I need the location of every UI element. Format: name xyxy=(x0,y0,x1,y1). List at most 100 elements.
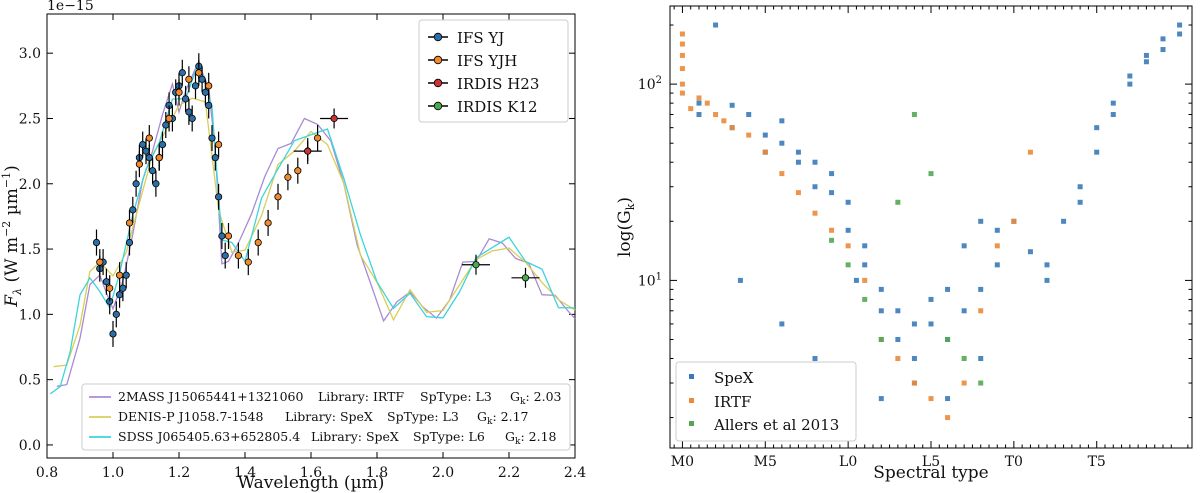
left-offset-text: 1e−15 xyxy=(47,0,94,14)
left-ytick-label: 1.0 xyxy=(19,307,41,323)
photometry-point xyxy=(129,206,137,214)
scatter-point xyxy=(911,356,917,362)
scatter-point xyxy=(994,227,1000,233)
scatter-point xyxy=(1110,100,1116,106)
right-legend: SpeX IRTF Allers et al 2013 xyxy=(675,361,857,442)
right-legend-box xyxy=(675,361,857,442)
photometry-point xyxy=(472,261,480,269)
scatter-point xyxy=(862,296,868,302)
scatter-point xyxy=(845,243,851,249)
left-xlabel: Wavelength (µm) xyxy=(238,473,385,493)
scatter-point xyxy=(895,336,901,342)
scatter-point xyxy=(795,149,801,155)
scatter-point xyxy=(945,415,951,421)
photometry-point xyxy=(158,140,167,149)
svg-text:Gk: 2.03: Gk: 2.03 xyxy=(510,389,562,407)
left-legend-bottom: 2MASS J15065441+1321060 Library: IRTF Sp… xyxy=(81,383,571,451)
scatter-point xyxy=(961,356,967,362)
scatter-point xyxy=(729,125,735,131)
left-ytick-label: 0.0 xyxy=(19,438,41,454)
legend-marker-ifs-yjh xyxy=(433,55,443,65)
scatter-point xyxy=(679,31,685,37)
legend-bottom-box xyxy=(81,383,571,451)
photometry-point xyxy=(149,167,157,175)
scatter-point xyxy=(1044,277,1050,283)
right-xlabel: Spectral type xyxy=(873,463,988,483)
photometry-point xyxy=(132,180,140,188)
photometry-point xyxy=(244,258,252,266)
scatter-point xyxy=(1044,262,1050,268)
legend-marker-allers xyxy=(689,421,694,426)
scatter-point xyxy=(746,112,752,118)
left-ylabel: Fλ (W m−2 µm−1) xyxy=(0,165,24,307)
scatter-point xyxy=(679,90,685,96)
photometry-point xyxy=(178,69,186,77)
scatter-point xyxy=(994,243,1000,249)
scatter-point xyxy=(945,396,951,402)
left-xtick-label: 0.8 xyxy=(36,465,58,481)
left-ytick-label: 2.5 xyxy=(19,111,41,127)
scatter-point xyxy=(853,277,859,283)
left-ytick-label: 0.5 xyxy=(19,373,41,389)
photometry-point xyxy=(92,238,101,247)
scatter-point xyxy=(1110,112,1116,118)
photometry-point xyxy=(125,219,134,227)
scatter-point xyxy=(1094,125,1100,131)
scatter-point xyxy=(878,308,884,314)
scatter-point xyxy=(1011,218,1017,224)
photometry-point xyxy=(274,193,282,201)
left-xtick-label: 2.4 xyxy=(564,465,586,481)
right-xtick-label: L5 xyxy=(922,454,940,470)
svg-text:Library: IRTF: Library: IRTF xyxy=(318,389,404,404)
photometry-point xyxy=(106,284,114,292)
svg-text:Gk: 2.18: Gk: 2.18 xyxy=(505,429,557,447)
svg-text:IRTF: IRTF xyxy=(714,393,751,411)
photometry-point xyxy=(96,258,104,266)
scatter-point xyxy=(812,356,818,362)
scatter-point xyxy=(1127,81,1133,87)
photometry-point xyxy=(185,108,193,116)
left-legend-top: IFS YJ IFS YJH IRDIS H23 IRDIS K12 xyxy=(418,19,569,123)
scatter-point xyxy=(812,210,818,216)
right-chart: M0 M5 L0 L5 T0 T5 101 102 Spectral type log(Gk)… xyxy=(615,5,1193,483)
scatter-point xyxy=(978,308,984,314)
left-chart: 0.8 1.0 1.2 1.4 1.6 1.8 2.0 2.2 2.4 0.0 0.5 1.0 1.5 2… xyxy=(0,0,586,493)
scatter-point xyxy=(779,118,785,124)
scatter-point xyxy=(679,81,685,87)
left-ytick-label: 2.0 xyxy=(19,177,41,193)
photometry-point xyxy=(224,232,233,240)
right-legend-entry: SpeX xyxy=(689,369,754,387)
svg-text:SpType: L3: SpType: L3 xyxy=(387,409,459,424)
photometry-point xyxy=(162,121,170,129)
right-ytick-label: 102 xyxy=(638,75,662,93)
photometry-point xyxy=(330,114,338,123)
photometry-point xyxy=(188,114,196,123)
scatter-point xyxy=(704,100,710,106)
scatter-point xyxy=(679,52,685,58)
scatter-point xyxy=(713,22,719,28)
scatter-point xyxy=(746,132,752,138)
right-xtick-label: M5 xyxy=(754,454,777,470)
photometry-point xyxy=(205,101,213,110)
scatter-point xyxy=(779,321,785,327)
left-xtick-label: 1.8 xyxy=(366,465,388,481)
legend-top-entry: IFS YJH xyxy=(428,52,517,70)
scatter-point xyxy=(845,262,851,268)
photometry-point xyxy=(521,274,530,282)
photometry-point xyxy=(182,95,190,103)
svg-text:SpType: L3: SpType: L3 xyxy=(420,389,492,404)
photometry-point xyxy=(145,134,153,142)
scatter-point xyxy=(895,308,901,314)
right-xtick-label: L0 xyxy=(839,454,857,470)
scatter-point xyxy=(696,95,702,101)
scatter-point xyxy=(862,243,868,249)
left-ytick-label: 3.0 xyxy=(19,46,41,62)
scatter-point xyxy=(1143,59,1149,65)
scatter-point xyxy=(945,336,951,342)
legend-label-ifs-yjh: IFS YJH xyxy=(457,52,517,70)
svg-text:Library: SpeX: Library: SpeX xyxy=(311,429,399,444)
scatter-point xyxy=(1077,199,1083,205)
right-xtick-label: T5 xyxy=(1088,454,1106,470)
photometry-point xyxy=(112,310,120,318)
photometry-point xyxy=(201,88,209,96)
